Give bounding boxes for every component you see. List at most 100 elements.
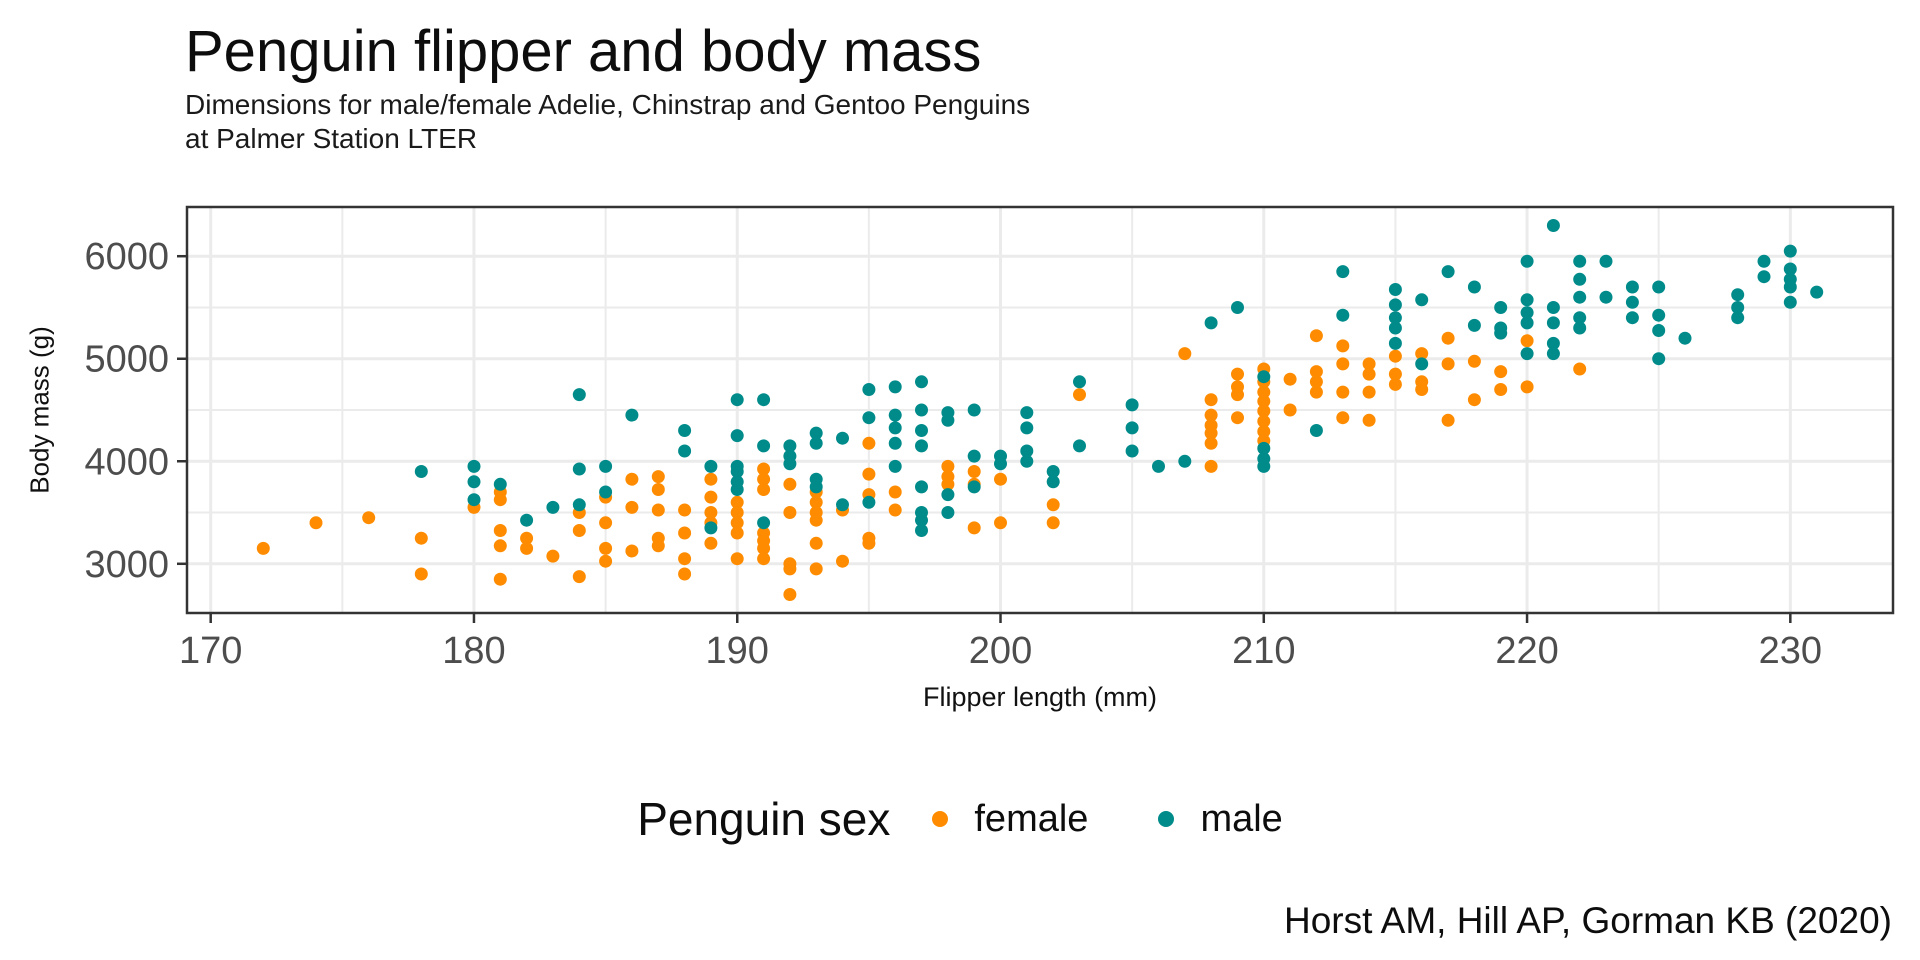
data-point-female: [862, 436, 876, 450]
data-point-male: [546, 500, 560, 514]
x-tick-label: 230: [1759, 630, 1822, 672]
data-point-male: [1152, 459, 1165, 473]
data-point-male: [1494, 326, 1508, 340]
data-point-female: [1336, 357, 1350, 371]
data-point-female: [414, 567, 428, 581]
data-point-female: [704, 536, 718, 550]
data-point-female: [599, 516, 613, 530]
data-point-female: [1283, 372, 1297, 386]
data-point-female: [730, 526, 744, 540]
x-tick-label: 200: [969, 630, 1032, 672]
data-point-female: [1388, 377, 1402, 391]
data-point-female: [651, 470, 665, 484]
data-point-male: [1415, 357, 1429, 371]
data-point-male: [1020, 454, 1034, 468]
data-point-male: [1388, 283, 1402, 296]
data-point-female: [704, 472, 718, 486]
data-point-female: [1494, 383, 1508, 396]
data-point-male: [888, 421, 902, 435]
data-point-female: [783, 562, 797, 576]
data-point-male: [941, 413, 955, 427]
data-point-male: [1783, 262, 1797, 276]
data-point-male: [1731, 311, 1745, 325]
data-point-male: [1573, 254, 1587, 268]
data-point-female: [1441, 413, 1455, 427]
data-point-male: [915, 480, 928, 494]
data-point-male: [1573, 321, 1587, 335]
legend-item-male: male: [1158, 798, 1283, 841]
data-point-female: [625, 544, 639, 558]
data-point-male: [757, 439, 771, 453]
data-point-female: [783, 588, 797, 601]
data-point-female: [1494, 365, 1508, 379]
data-point-male: [730, 429, 744, 443]
data-point-male: [1204, 316, 1218, 330]
data-point-female: [1257, 414, 1271, 428]
data-point-male: [1046, 475, 1060, 489]
data-point-female: [678, 567, 692, 581]
data-point-male: [1520, 254, 1534, 268]
y-tick-label: 3000: [84, 544, 169, 586]
data-point-male: [1810, 285, 1824, 299]
data-point-male: [1757, 254, 1771, 268]
data-point-female: [1046, 516, 1060, 530]
data-point-male: [1520, 293, 1534, 307]
data-point-male: [1494, 301, 1508, 314]
data-point-female: [809, 562, 823, 576]
data-point-male: [1625, 311, 1639, 325]
data-point-female: [1415, 383, 1429, 396]
data-point-male: [678, 424, 692, 437]
data-point-male: [1336, 308, 1350, 322]
y-tick-label: 4000: [84, 441, 169, 483]
x-tick-label: 220: [1495, 630, 1558, 672]
x-tick-label: 190: [706, 630, 769, 672]
data-point-male: [862, 383, 876, 396]
data-point-male: [730, 393, 744, 407]
data-point-male: [1231, 301, 1244, 314]
data-point-male: [1073, 375, 1086, 389]
data-point-male: [467, 459, 481, 473]
data-point-female: [1178, 347, 1192, 361]
data-point-female: [1336, 411, 1350, 425]
data-point-male: [1178, 454, 1192, 468]
data-point-female: [493, 493, 507, 507]
data-point-female: [362, 511, 376, 525]
data-point-male: [1388, 311, 1402, 325]
data-point-female: [1573, 362, 1587, 376]
data-point-male: [1757, 270, 1771, 284]
data-point-female: [1257, 404, 1271, 418]
data-point-male: [467, 475, 481, 489]
data-point-female: [1336, 339, 1350, 353]
data-point-male: [783, 439, 797, 453]
data-point-male: [888, 436, 902, 450]
data-point-female: [730, 516, 744, 530]
data-point-female: [809, 495, 823, 509]
data-point-female: [1257, 425, 1271, 438]
data-point-female: [1309, 375, 1323, 389]
data-point-female: [1204, 459, 1218, 473]
data-point-male: [1573, 311, 1587, 325]
data-point-female: [862, 467, 876, 481]
data-point-female: [1362, 367, 1376, 381]
data-point-male: [1125, 444, 1139, 458]
data-point-female: [1231, 388, 1244, 402]
data-point-female: [599, 541, 613, 555]
data-point-female: [1388, 367, 1402, 381]
data-point-male: [1020, 421, 1034, 435]
data-point-female: [704, 490, 718, 504]
data-point-male: [730, 483, 744, 496]
data-point-male: [1388, 298, 1402, 312]
legend-label-female: female: [974, 797, 1089, 840]
data-point-male: [1546, 219, 1560, 232]
data-point-female: [520, 541, 534, 555]
data-point-female: [625, 472, 639, 486]
data-point-female: [678, 526, 692, 540]
data-point-female: [757, 462, 771, 476]
data-point-male: [757, 516, 771, 530]
data-point-female: [493, 524, 507, 537]
data-point-male: [809, 426, 823, 440]
data-point-male: [809, 480, 823, 494]
data-point-male: [599, 485, 613, 499]
data-point-female: [862, 536, 876, 550]
data-point-male: [467, 493, 481, 507]
